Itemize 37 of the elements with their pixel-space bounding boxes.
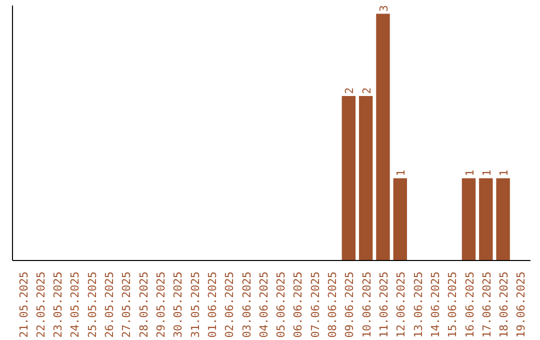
data-label: 3 [377, 5, 390, 12]
x-tick-label: 11.06.2025 [377, 271, 390, 338]
data-label: 1 [480, 170, 494, 176]
x-tick-label: 24.05.2025 [68, 271, 82, 338]
x-tick-label: 17.06.2025 [480, 271, 494, 338]
x-tick-label: 25.05.2025 [86, 271, 99, 338]
x-tick-label: 22.05.2025 [34, 271, 48, 338]
x-tick-label: 29.05.2025 [154, 271, 168, 338]
x-tick-label: 13.06.2025 [412, 271, 425, 338]
x-tick-label: 30.05.2025 [172, 271, 185, 338]
x-tick-label: 15.06.2025 [446, 271, 460, 338]
data-label: 1 [498, 170, 511, 176]
x-tick-label: 02.06.2025 [223, 271, 236, 338]
x-tick-label: 21.05.2025 [17, 271, 30, 338]
x-tick-label: 27.05.2025 [120, 271, 134, 338]
data-label: 1 [394, 170, 408, 176]
x-tick-label: 08.06.2025 [326, 271, 340, 338]
x-tick-label: 07.06.2025 [308, 271, 322, 338]
data-label: 1 [463, 170, 476, 176]
x-tick-label: 05.06.2025 [274, 271, 288, 338]
x-tick-label: 16.06.2025 [463, 271, 476, 338]
data-label: 2 [360, 87, 374, 94]
x-tick-label: 03.06.2025 [240, 271, 254, 338]
x-tick-label: 19.06.2025 [514, 271, 528, 338]
x-tick-label: 04.06.2025 [257, 271, 270, 338]
x-tick-label: 26.05.2025 [103, 271, 116, 338]
x-tick-label: 18.06.2025 [498, 271, 511, 338]
x-tick-label: 28.05.2025 [137, 271, 150, 338]
x-tick-label: 09.06.2025 [343, 271, 356, 338]
x-tick-label: 01.06.2025 [206, 271, 219, 338]
x-tick-label: 06.06.2025 [292, 271, 305, 338]
x-tick-label: 31.05.2025 [188, 271, 202, 338]
data-label: 2 [343, 87, 356, 94]
x-tick-label: 10.06.2025 [360, 271, 374, 338]
x-tick-label: 12.06.2025 [394, 271, 408, 338]
x-tick-label: 14.06.2025 [428, 271, 442, 338]
x-tick-label: 23.05.2025 [52, 271, 65, 338]
